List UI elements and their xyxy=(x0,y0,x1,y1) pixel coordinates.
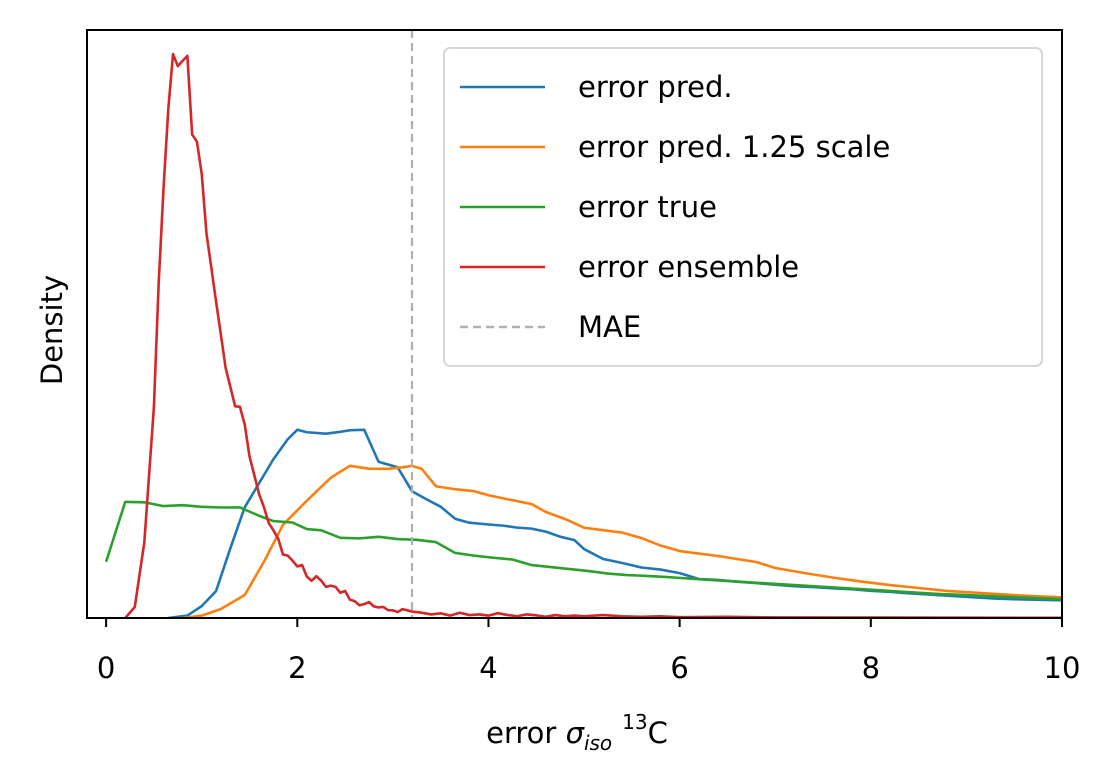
legend-label: error true xyxy=(578,190,717,224)
series-line-error-true xyxy=(104,500,1062,601)
x-axis-label-superscript: 13 xyxy=(622,710,647,734)
x-axis-label-symbol: σ xyxy=(566,716,586,750)
x-axis-label-subscript: iso xyxy=(584,731,612,755)
x-axis-label-prefix: error xyxy=(486,716,565,750)
x-tick-label: 10 xyxy=(1044,651,1081,685)
plot-frame xyxy=(86,29,1063,619)
x-tick-label: 2 xyxy=(288,651,306,685)
x-axis-label-suffix: C xyxy=(648,716,668,750)
legend-label: error ensemble xyxy=(578,250,799,284)
y-axis-label: Density xyxy=(35,275,69,385)
x-axis-ticks: 0 2 4 6 8 10 xyxy=(97,618,1081,685)
x-axis-label: error σiso 13C xyxy=(486,710,668,755)
legend-label: error pred. xyxy=(578,70,733,104)
x-tick-label: 0 xyxy=(97,651,115,685)
x-tick-label: 4 xyxy=(479,651,497,685)
legend-label: error pred. 1.25 scale xyxy=(578,130,890,164)
legend-label: MAE xyxy=(578,310,641,344)
x-tick-label: 6 xyxy=(670,651,688,685)
series-line-error-ensemble xyxy=(124,52,1062,618)
x-tick-label: 8 xyxy=(862,651,880,685)
legend: error pred. error pred. 1.25 scale error t… xyxy=(443,47,1043,367)
legend-box xyxy=(443,47,1043,367)
series-line-error-pred-1-25-scale xyxy=(182,464,1062,618)
series-layer xyxy=(104,52,1062,618)
